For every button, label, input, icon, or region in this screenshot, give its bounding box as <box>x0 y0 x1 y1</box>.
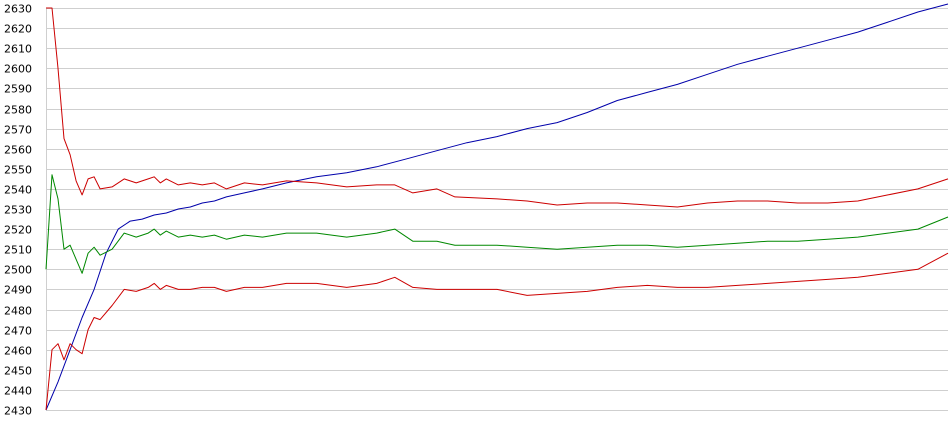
y-tick-label: 2610 <box>4 43 32 56</box>
series-line-3 <box>45 174 949 274</box>
y-tick-label: 2630 <box>4 3 32 16</box>
y-tick-label: 2590 <box>4 83 32 96</box>
y-tick-label: 2600 <box>4 63 32 76</box>
y-tick-label: 2430 <box>4 405 32 418</box>
y-tick-label: 2470 <box>4 325 32 338</box>
series-line-1 <box>45 3 949 411</box>
y-tick-label: 2440 <box>4 385 32 398</box>
y-tick-label: 2490 <box>4 284 32 297</box>
y-tick-label: 2570 <box>4 124 32 137</box>
gridlines <box>46 8 948 411</box>
series-lines <box>45 3 949 411</box>
y-tick-label: 2500 <box>4 264 32 277</box>
y-tick-label: 2510 <box>4 244 32 257</box>
y-tick-label: 2450 <box>4 365 32 378</box>
y-tick-label: 2580 <box>4 104 32 117</box>
y-tick-labels: 2430 2440 2450 2460 2470 2480 2490 2500 2510 2520… <box>4 3 32 418</box>
y-tick-label: 2540 <box>4 184 32 197</box>
y-tick-label: 2560 <box>4 144 32 157</box>
y-tick-label: 2550 <box>4 164 32 177</box>
series-line-2 <box>46 7 949 208</box>
y-tick-label: 2620 <box>4 23 32 36</box>
y-tick-label: 2520 <box>4 224 32 237</box>
y-tick-label: 2530 <box>4 204 32 217</box>
series-line-4 <box>45 252 949 411</box>
y-tick-label: 2480 <box>4 305 32 318</box>
y-tick-label: 2460 <box>4 345 32 358</box>
